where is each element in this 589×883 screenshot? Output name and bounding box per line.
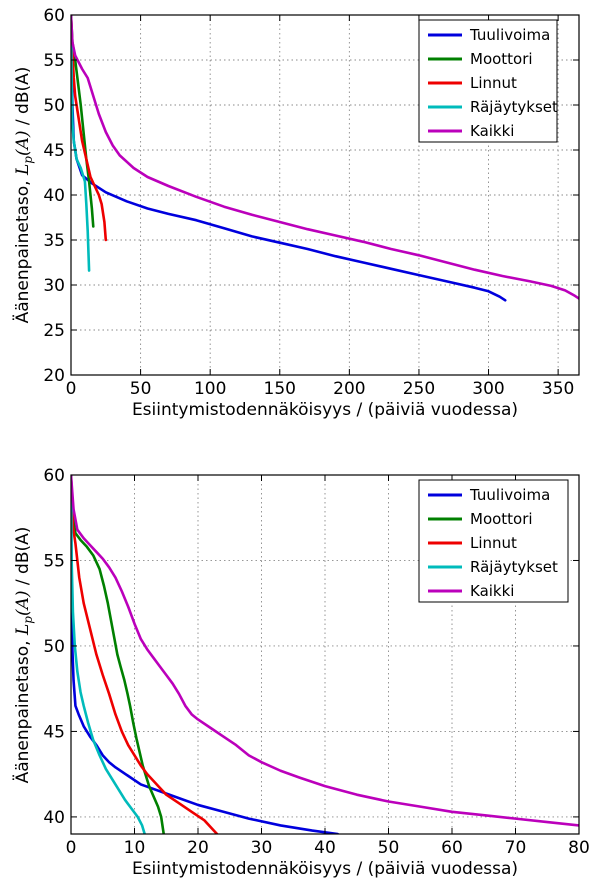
- chart2-x-tick-label: 50: [378, 838, 400, 858]
- chart2-legend-label: Räjäytykset: [470, 558, 558, 576]
- chart1-x-tick-label: 0: [66, 379, 77, 399]
- chart1-series-kaikki: [71, 15, 579, 300]
- chart1-legend-label: Räjäytykset: [470, 98, 558, 116]
- chart2-y-axis-label: Äänenpainetaso, Lp(A) / dB(A): [12, 527, 35, 784]
- chart1-legend-label: Linnut: [470, 74, 517, 92]
- chart1-x-tick-label: 150: [264, 379, 296, 399]
- chart1-x-tick-label: 250: [403, 379, 435, 399]
- chart1-y-axis-label: Äänenpainetaso, Lp(A) / dB(A): [12, 67, 35, 324]
- chart2-x-tick-label: 70: [505, 838, 527, 858]
- chart2-x-tick-label: 30: [251, 838, 273, 858]
- chart2-legend-box: [418, 479, 569, 603]
- chart1-x-tick-label: 300: [472, 379, 504, 399]
- chart2-y-tick-label: 40: [43, 808, 65, 828]
- chart1-legend-label: Kaikki: [470, 122, 514, 140]
- chart1-y-tick-label: 45: [43, 141, 65, 161]
- chart1-y-tick-label: 30: [43, 276, 65, 296]
- chart1-series-linnut: [71, 15, 108, 242]
- chart2-legend-label: Moottori: [470, 510, 533, 528]
- chart1-x-axis-label: Esiintymistodennäköisyys / (päiviä vuode…: [132, 400, 518, 420]
- chart1-x-tick-label: 50: [130, 379, 152, 399]
- chart2-series-tuulivoima: [71, 475, 339, 834]
- chart2-x-tick-label: 80: [568, 838, 589, 858]
- chart1-y-tick-label: 20: [43, 366, 65, 386]
- chart1-y-tick-label: 55: [43, 51, 65, 71]
- chart1-y-tick-label: 25: [43, 321, 65, 341]
- chart2-x-tick-label: 40: [314, 838, 336, 858]
- chart2-series-r-j-ytykset: [71, 475, 146, 834]
- chart2-x-tick-label: 10: [124, 838, 146, 858]
- chart1-y-tick-label: 60: [43, 6, 65, 26]
- chart2-legend-label: Tuulivoima: [469, 486, 550, 504]
- chart1-legend: Tuulivoima Moottori Linnut Räjäytykset Kaikk…: [418, 19, 558, 143]
- chart1-legend-box: [418, 19, 558, 143]
- chart2-legend-label: Linnut: [470, 534, 517, 552]
- chart1-plot: 0 50 100 150 200 250 300 350 20 25 30 35 40 45 50 55 60 E…: [12, 6, 580, 420]
- chart2-series-linnut: [71, 475, 219, 834]
- chart2-y-tick-label: 45: [43, 722, 65, 742]
- chart2-y-tick-label: 50: [43, 637, 65, 657]
- chart2-series-group: [71, 475, 579, 834]
- chart1-y-tick-label: 35: [43, 231, 65, 251]
- chart2-legend-label: Kaikki: [470, 582, 514, 600]
- chart2-legend: Tuulivoima Moottori Linnut Räjäytykset Kaikk…: [418, 479, 569, 603]
- chart2-x-tick-label: 0: [66, 838, 77, 858]
- chart2-x-tick-label: 60: [441, 838, 463, 858]
- chart2-series-kaikki: [71, 475, 579, 827]
- chart1-legend-label: Moottori: [470, 50, 533, 68]
- chart2-y-tick-label: 60: [43, 466, 65, 486]
- chart1-x-tick-label: 200: [333, 379, 365, 399]
- chart1-y-tick-label: 40: [43, 186, 65, 206]
- chart1-y-tick-label: 50: [43, 96, 65, 116]
- chart2-x-tick-label: 20: [187, 838, 209, 858]
- chart2-x-axis-label: Esiintymistodennäköisyys / (päiviä vuode…: [132, 859, 518, 879]
- chart2-series-moottori: [71, 475, 166, 834]
- chart1-legend-label: Tuulivoima: [469, 26, 550, 44]
- chart2-y-tick-label: 55: [43, 551, 65, 571]
- chart1-x-tick-label: 100: [194, 379, 226, 399]
- chart1-x-tick-label: 350: [542, 379, 574, 399]
- chart2-plot: 0 10 20 30 40 50 60 70 804045505560Esiintymistod…: [12, 466, 589, 879]
